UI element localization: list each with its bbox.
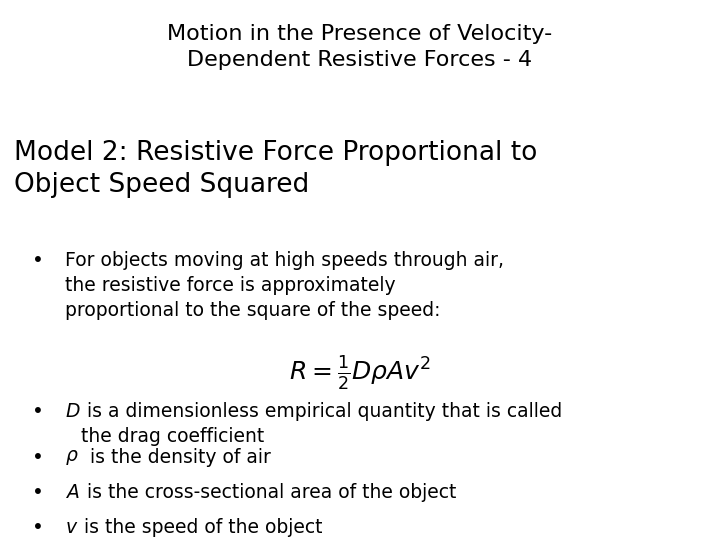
Text: $R = \frac{1}{2}D\rho A v^2$: $R = \frac{1}{2}D\rho A v^2$ bbox=[289, 354, 431, 391]
Text: is the speed of the object: is the speed of the object bbox=[78, 518, 323, 537]
Text: is the density of air: is the density of air bbox=[84, 448, 271, 467]
Text: is a dimensionless empirical quantity that is called
the drag coefficient: is a dimensionless empirical quantity th… bbox=[81, 402, 562, 446]
Text: is the cross-sectional area of the object: is the cross-sectional area of the objec… bbox=[81, 483, 456, 502]
Text: Motion in the Presence of Velocity-
Dependent Resistive Forces - 4: Motion in the Presence of Velocity- Depe… bbox=[167, 24, 553, 70]
Text: •: • bbox=[32, 402, 44, 421]
Text: Model 2: Resistive Force Proportional to
Object Speed Squared: Model 2: Resistive Force Proportional to… bbox=[14, 140, 538, 198]
Text: •: • bbox=[32, 518, 44, 537]
Text: $v$: $v$ bbox=[65, 518, 78, 537]
Text: $\rho$: $\rho$ bbox=[65, 448, 78, 467]
Text: $D$: $D$ bbox=[65, 402, 81, 421]
Text: For objects moving at high speeds through air,
the resistive force is approximat: For objects moving at high speeds throug… bbox=[65, 251, 504, 320]
Text: •: • bbox=[32, 483, 44, 502]
Text: •: • bbox=[32, 251, 44, 270]
Text: •: • bbox=[32, 448, 44, 467]
Text: $A$: $A$ bbox=[65, 483, 79, 502]
